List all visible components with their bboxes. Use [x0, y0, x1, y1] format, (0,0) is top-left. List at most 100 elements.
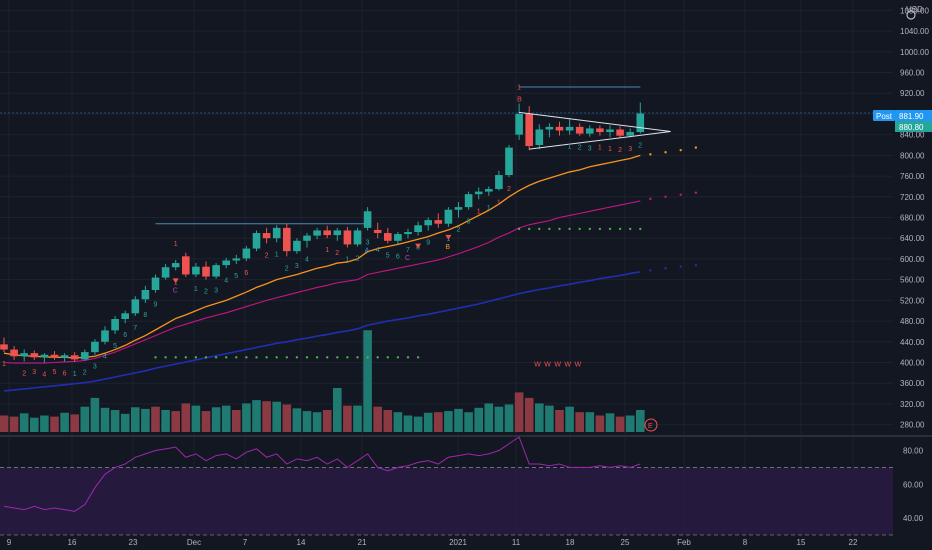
ema-short-line: [3, 154, 641, 359]
sequential-annotations: 1234561234567891112345621234121234567891…: [2, 85, 642, 379]
time-axis-tick-label: 18: [566, 538, 575, 547]
time-axis[interactable]: 9 16 23 Dec 7 14 21 2021 11 18 25 Feb 8 15 22: [7, 538, 858, 547]
sequential-count-label: 4: [224, 277, 228, 284]
sequential-count-label: 5: [113, 343, 117, 350]
rsi-line: [3, 436, 641, 512]
candle-body: [515, 113, 523, 135]
volume-bar: [625, 415, 635, 432]
candle-body: [565, 126, 574, 131]
candle-body: [485, 189, 493, 192]
volume-bar: [413, 416, 423, 432]
rsi-axis-tick-label: 40.00: [903, 514, 924, 523]
support-dot: [194, 356, 198, 359]
horizontal-levels: [0, 86, 893, 225]
w-pattern-label: W: [565, 362, 572, 369]
volume-bar: [70, 414, 79, 432]
sequential-count-label: 2: [83, 369, 87, 376]
sequential-count-label: 1: [497, 200, 501, 207]
support-dot: [346, 356, 349, 359]
earnings-marker[interactable]: E: [644, 418, 658, 432]
volume-bar: [191, 405, 201, 432]
candle-body: [293, 240, 301, 252]
sequential-count-label: 6: [244, 270, 248, 277]
candle-body: [636, 113, 645, 133]
sequential-count-label: 1: [487, 205, 491, 212]
sequential-count-label: 8: [143, 312, 147, 319]
rsi-axis-tick-label: 60.00: [903, 480, 924, 489]
price-axis-tick-label: 680.00: [900, 214, 925, 223]
volume-bar: [151, 406, 160, 432]
volume-bar: [252, 400, 261, 432]
volume-bar: [393, 412, 403, 432]
candle-body: [91, 341, 99, 353]
price-axis-tick-label: 760.00: [900, 172, 925, 181]
candle-body: [182, 256, 190, 275]
volume-bar: [373, 406, 382, 432]
candle-body: [81, 352, 89, 360]
volume-bar: [595, 415, 605, 432]
ema-mid-projection-dot: [649, 197, 652, 201]
sequential-count-label: 5: [386, 252, 390, 259]
candle-body: [474, 191, 483, 195]
candle-body: [384, 233, 392, 241]
sequential-count-label: 3: [32, 369, 36, 376]
price-axis[interactable]: 1080.001040.001000.00960.00920.00880.008…: [900, 6, 929, 523]
support-dot: [174, 356, 177, 359]
candle-body: [131, 299, 140, 314]
volume-bar: [302, 411, 312, 432]
time-axis-tick-label: Dec: [187, 538, 201, 547]
pattern-letter-label: C: [405, 255, 410, 262]
ema-short-projection-dot: [664, 151, 667, 154]
support-dot: [184, 356, 187, 359]
candlesticks[interactable]: [0, 102, 645, 363]
candle-body: [192, 266, 200, 275]
ema-long-projection-dot: [694, 263, 698, 267]
candle-body: [10, 349, 18, 357]
last-price-tag: 880.80: [895, 121, 932, 132]
ema-long-projection-dot: [679, 265, 682, 268]
candle-body: [626, 132, 634, 136]
w-pattern-label: W: [575, 362, 582, 369]
support-dot: [154, 356, 157, 359]
time-axis-tick-label: 16: [68, 538, 77, 547]
volume-bar: [585, 412, 595, 432]
settings-gear-icon[interactable]: [906, 10, 916, 20]
support-dot: [517, 227, 521, 231]
price-axis-tick-label: 720.00: [900, 193, 925, 202]
support-dot: [235, 356, 238, 359]
price-axis-tick-label: 520.00: [900, 296, 925, 305]
candle-body: [101, 330, 109, 342]
volume-bar: [403, 415, 413, 432]
volume-bar: [545, 405, 554, 432]
candle-body: [141, 290, 150, 300]
candle-body: [252, 233, 261, 249]
support-dot: [386, 356, 389, 359]
candle-body: [575, 126, 584, 134]
volume-bar: [141, 408, 150, 432]
candle-body: [323, 230, 331, 236]
volume-bar: [514, 392, 524, 432]
support-dot: [416, 356, 420, 359]
volume-bar: [100, 407, 110, 432]
candle-body: [616, 129, 624, 136]
candle-body: [414, 225, 422, 232]
ema-long-projection-dot: [664, 267, 667, 270]
sequential-count-label: 1: [174, 241, 178, 248]
candle-body: [242, 248, 251, 259]
ema-long-projection-dot: [649, 269, 652, 272]
candle-body: [434, 220, 443, 224]
ema-short-projection-dot: [679, 148, 682, 152]
candle-body: [121, 313, 129, 319]
candle-body: [495, 175, 503, 190]
candle-body: [343, 230, 352, 245]
volume-bar: [262, 401, 271, 432]
time-axis-tick-label: 7: [243, 538, 248, 547]
volume-bar: [636, 410, 645, 432]
sequential-count-label: 1: [325, 247, 329, 254]
candle-body: [171, 263, 180, 268]
support-dot: [568, 227, 571, 231]
price-axis-tick-label: 960.00: [900, 69, 925, 78]
sequential-count-label: 2: [204, 289, 208, 296]
candle-body: [0, 344, 8, 350]
